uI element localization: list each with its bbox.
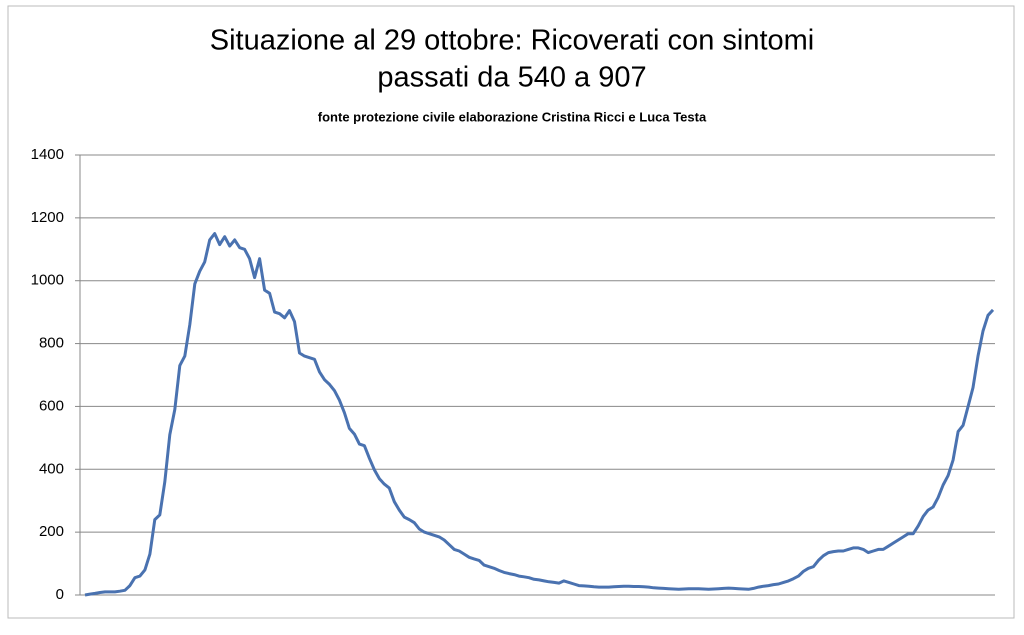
y-tick-label: 200 xyxy=(39,523,64,540)
chart-title: Situazione al 29 ottobre: Ricoverati con… xyxy=(210,25,814,57)
chart-frame xyxy=(7,5,1015,619)
chart-subtitle: fonte protezione civile elaborazione Cri… xyxy=(318,109,707,124)
y-tick-label: 400 xyxy=(39,460,64,477)
y-tick-label: 1200 xyxy=(31,209,64,226)
y-tick-label: 600 xyxy=(39,397,64,414)
y-tick-label: 1000 xyxy=(31,272,64,289)
chart-title: passati da 540 a 907 xyxy=(377,62,646,94)
data-line xyxy=(84,232,995,597)
y-tick-label: 0 xyxy=(56,586,64,603)
y-tick-label: 800 xyxy=(39,335,64,352)
y-tick-label: 1400 xyxy=(31,146,64,163)
